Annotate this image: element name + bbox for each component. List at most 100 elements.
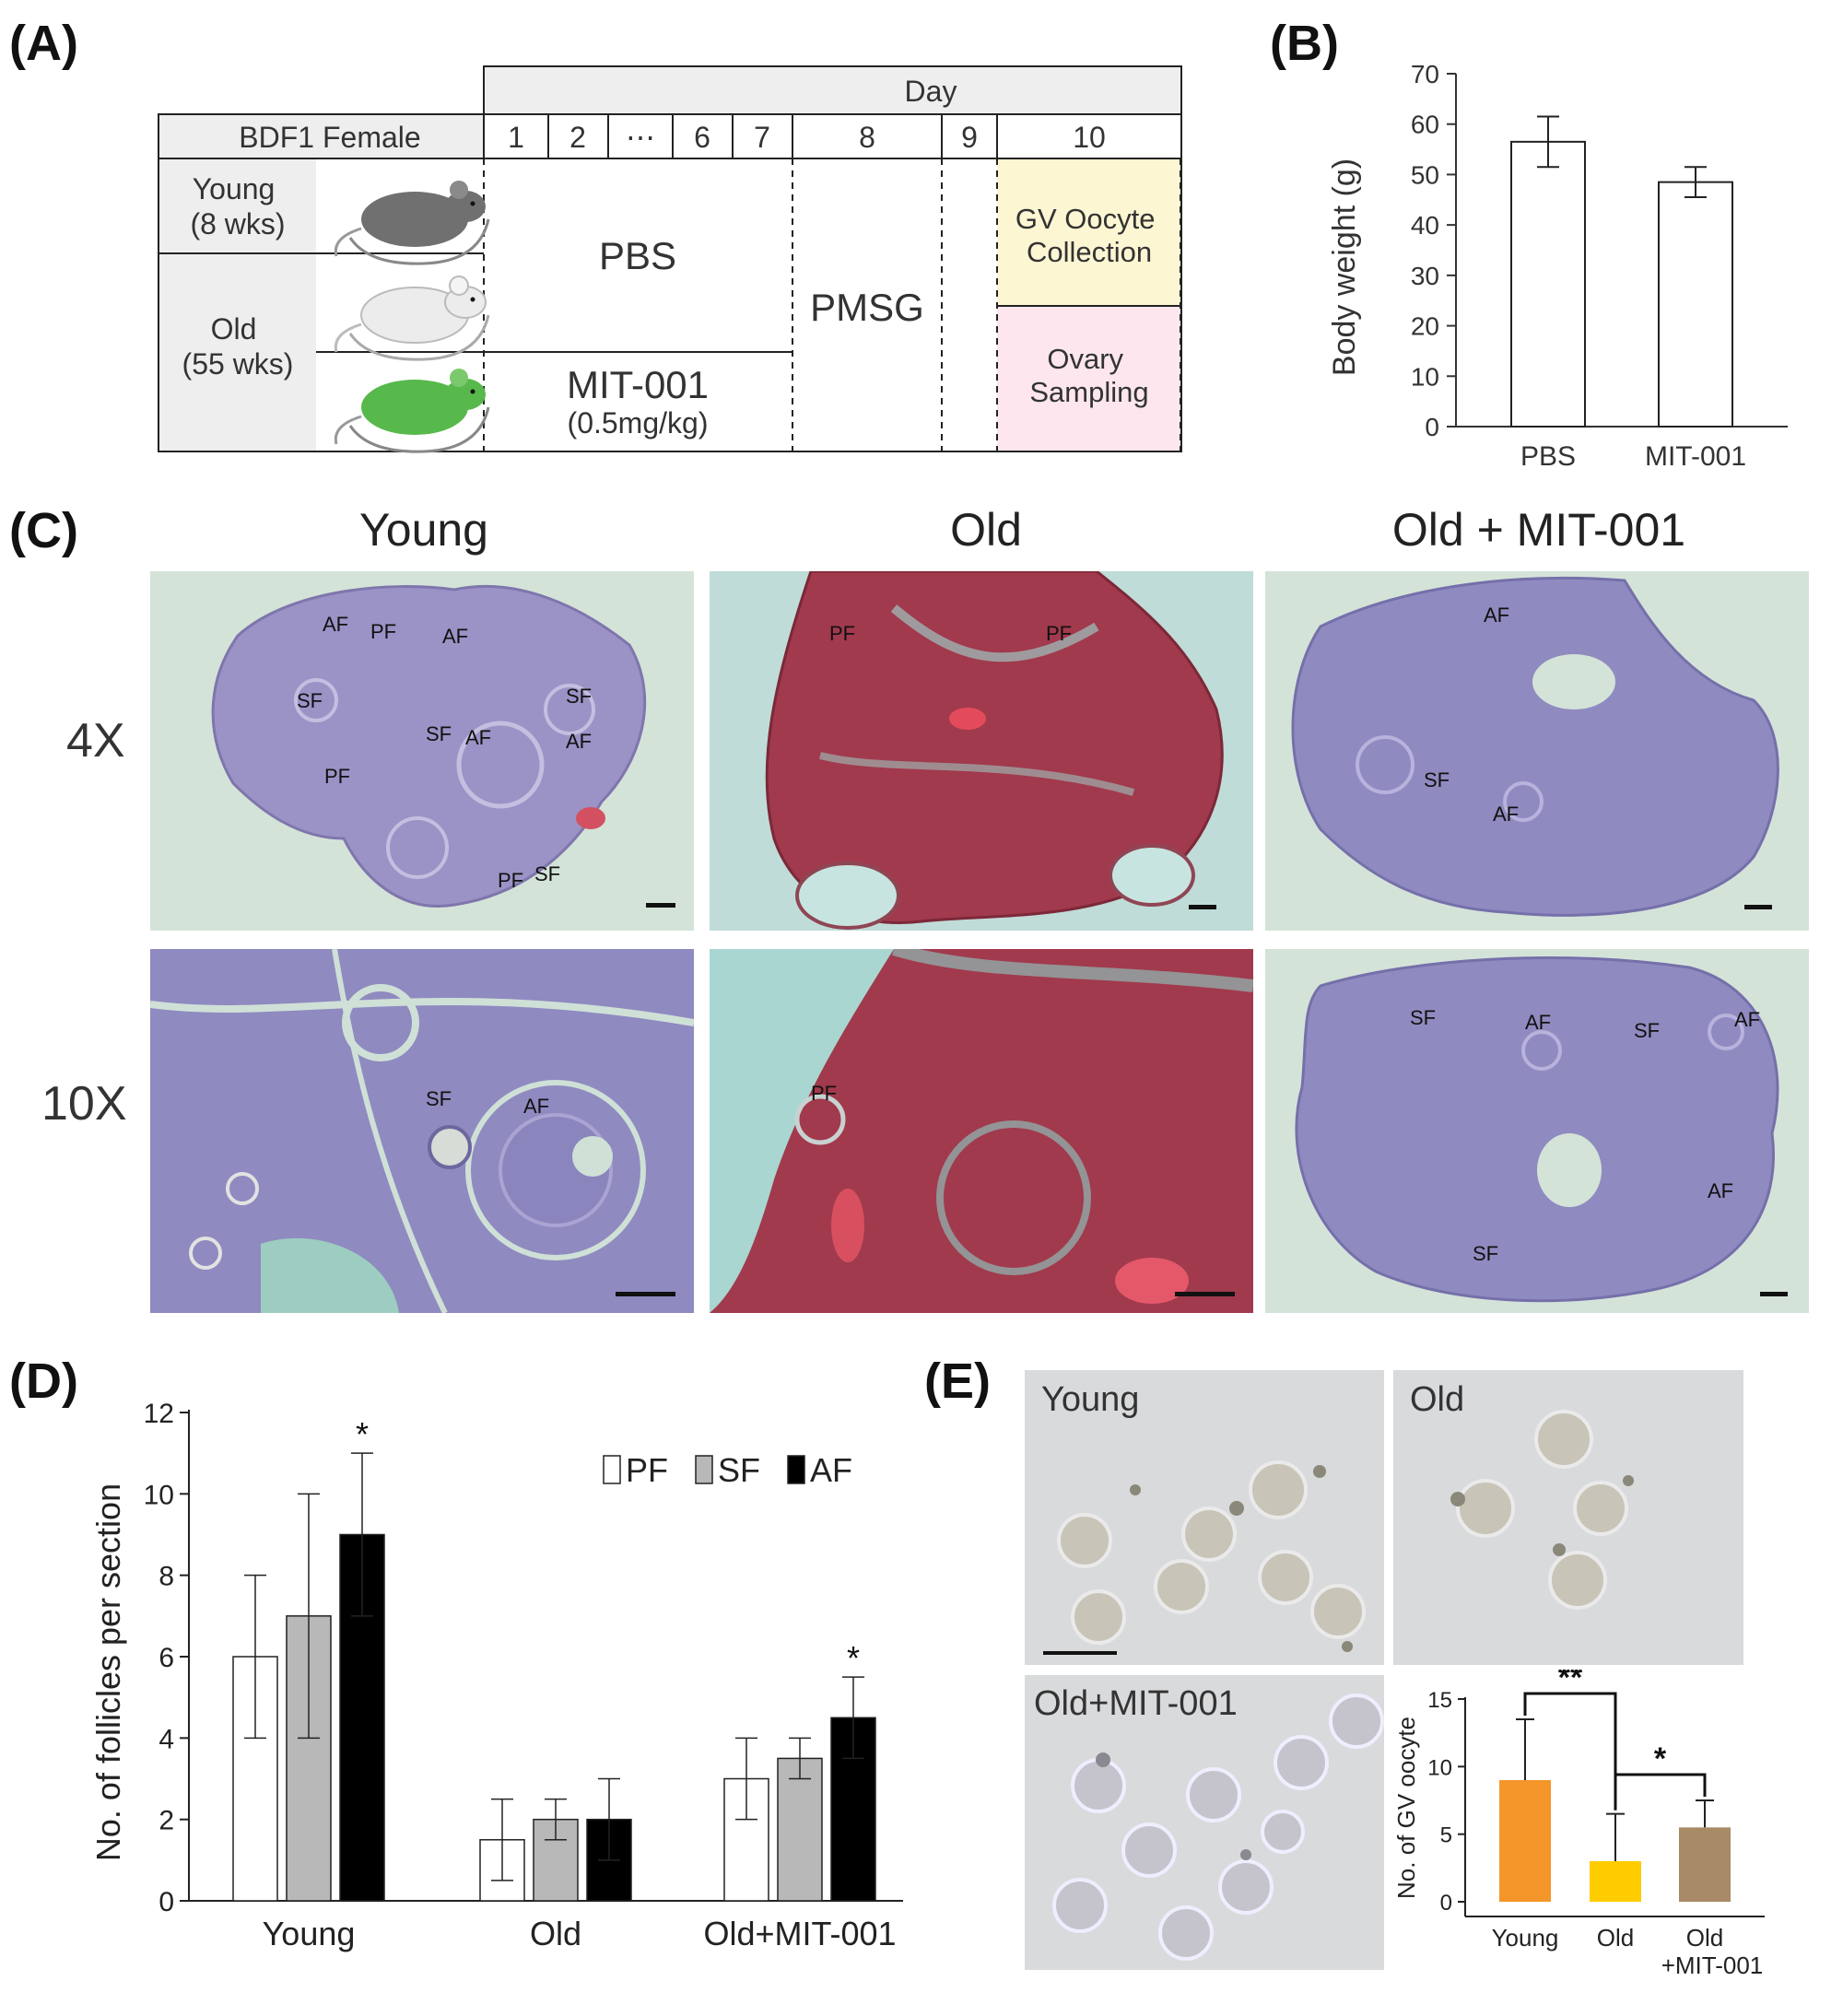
legend-label-af: AF bbox=[810, 1451, 852, 1489]
oocyte-micrograph bbox=[1052, 1694, 1384, 1961]
bar bbox=[1499, 1780, 1551, 1902]
follicle-label-af: AF bbox=[1734, 1008, 1761, 1031]
significance-mark: * bbox=[847, 1639, 860, 1677]
follicle-label-sf: SF bbox=[534, 862, 561, 885]
bar bbox=[1590, 1861, 1641, 1902]
gv-collection-box bbox=[997, 159, 1180, 305]
oocyte-micrograph bbox=[1450, 1410, 1634, 1610]
histology-old-4x bbox=[710, 571, 1253, 931]
y-tick-label: 60 bbox=[1411, 111, 1439, 139]
x-tick-label: Old+MIT-001 bbox=[703, 1915, 896, 1952]
histology-young-10x bbox=[150, 949, 694, 1313]
oocyte-title-old: Old bbox=[1410, 1380, 1465, 1419]
histology-column-old-mit: Old + MIT-001 bbox=[1391, 504, 1686, 556]
panel-label-a: (A) bbox=[9, 16, 78, 71]
gv-oocyte-ylabel: No. of GV oocyte bbox=[1392, 1717, 1420, 1899]
bar bbox=[1658, 181, 1733, 428]
follicles-chart: No. of follicles per section 0 2 4 6 8 10 12 *… bbox=[89, 1399, 903, 1952]
y-tick-label: 70 bbox=[1411, 60, 1439, 88]
ovary-section-image bbox=[150, 949, 694, 1313]
y-tick-label: 10 bbox=[1411, 362, 1439, 391]
ovary-sampling-label: Ovary Sampling bbox=[1029, 343, 1148, 408]
follicle-label-pf: PF bbox=[370, 620, 397, 643]
body-weight-ylabel: Body weight (g) bbox=[1327, 158, 1362, 376]
follicle-label-pf: PF bbox=[498, 869, 524, 892]
panel-label-e: (E) bbox=[924, 1354, 991, 1409]
follicle-label-sf: SF bbox=[1473, 1242, 1499, 1265]
bar bbox=[1679, 1827, 1731, 1902]
mouse-young-icon bbox=[334, 181, 490, 265]
follicle-label-af: AF bbox=[566, 730, 593, 753]
follicle-label-sf: SF bbox=[1410, 1006, 1437, 1029]
day-9: 9 bbox=[961, 121, 978, 154]
follicle-label-pf: PF bbox=[1046, 622, 1073, 645]
histology-mit-4x bbox=[1265, 571, 1809, 931]
mouse-mit-icon bbox=[334, 369, 490, 453]
day-10: 10 bbox=[1073, 121, 1106, 154]
significance-mark: * bbox=[1654, 1741, 1667, 1776]
panel-label-d: (D) bbox=[9, 1354, 78, 1409]
follicle-label-af: AF bbox=[323, 613, 349, 636]
dose-label: (0.5mg/kg) bbox=[568, 406, 709, 440]
y-tick-label: 6 bbox=[158, 1643, 174, 1673]
x-tick-label: +MIT-001 bbox=[1661, 1952, 1764, 1979]
follicle-label-af: AF bbox=[523, 1095, 550, 1118]
follicle-label-af: AF bbox=[465, 726, 492, 749]
y-tick-label: 0 bbox=[1425, 413, 1439, 441]
follicle-label-sf: SF bbox=[566, 685, 593, 708]
significance-bracket bbox=[1523, 1692, 1617, 1811]
x-tick-label: Old bbox=[1597, 1924, 1634, 1952]
mouse-old-icon bbox=[334, 275, 490, 361]
follicle-label-af: AF bbox=[1493, 803, 1520, 826]
ovary-sampling-box bbox=[997, 307, 1180, 451]
follicle-label-pf: PF bbox=[811, 1082, 838, 1105]
oocyte-image-young bbox=[1025, 1370, 1384, 1665]
histology-row-10x: 10X bbox=[41, 1077, 127, 1131]
significance-mark: * bbox=[356, 1415, 369, 1453]
x-tick-label: PBS bbox=[1520, 441, 1576, 472]
ovary-section-image bbox=[1295, 956, 1788, 1303]
x-tick-label: Old bbox=[530, 1915, 581, 1952]
follicle-label-af: AF bbox=[1708, 1179, 1734, 1202]
bar-sf bbox=[777, 1757, 823, 1902]
follicle-label-af: AF bbox=[442, 625, 469, 648]
y-tick-label: 20 bbox=[1411, 312, 1439, 341]
histology-column-old: Old bbox=[950, 504, 1022, 556]
day-6: 6 bbox=[694, 121, 710, 154]
old-label: Old (55 wks) bbox=[182, 312, 294, 381]
y-tick-label: 10 bbox=[1427, 1755, 1452, 1780]
follicle-label-sf: SF bbox=[426, 1087, 452, 1110]
y-tick-label: 8 bbox=[158, 1562, 174, 1592]
histology-young-4x bbox=[150, 571, 694, 931]
strain-label: BDF1 Female bbox=[239, 121, 420, 154]
day-ellipsis: ⋯ bbox=[626, 121, 655, 154]
legend-label-sf: SF bbox=[718, 1451, 760, 1489]
y-tick-label: 2 bbox=[158, 1806, 174, 1836]
histology-row-4x: 4X bbox=[66, 714, 125, 768]
follicle-label-sf: SF bbox=[1424, 768, 1450, 791]
y-tick-label: 50 bbox=[1411, 160, 1439, 189]
follicle-label-sf: SF bbox=[426, 722, 452, 745]
oocyte-title-young: Young bbox=[1041, 1380, 1140, 1419]
ovary-section-image bbox=[1291, 576, 1779, 917]
y-tick-label: 4 bbox=[158, 1724, 174, 1754]
pbs-label: PBS bbox=[599, 234, 676, 277]
follicle-label-af: AF bbox=[1484, 604, 1510, 627]
oocyte-image-old-mit bbox=[1025, 1675, 1384, 1970]
ovary-section-image bbox=[211, 585, 675, 908]
bar bbox=[1510, 140, 1586, 428]
y-tick-label: 15 bbox=[1427, 1688, 1452, 1713]
follicle-label-sf: SF bbox=[297, 689, 323, 712]
follicle-label-pf: PF bbox=[829, 622, 856, 645]
pmsg-label: PMSG bbox=[810, 286, 924, 329]
day-8: 8 bbox=[859, 121, 875, 154]
y-tick-label: 0 bbox=[158, 1887, 174, 1917]
panel-label-c: (C) bbox=[9, 503, 78, 558]
x-tick-label: MIT-001 bbox=[1645, 441, 1746, 472]
experimental-design-table: Day BDF1 Female 1 2 ⋯ 6 7 8 9 10 Young (… bbox=[158, 65, 1182, 453]
young-label: Young (8 wks) bbox=[190, 172, 285, 240]
legend-label-pf: PF bbox=[626, 1451, 668, 1489]
day-2: 2 bbox=[569, 121, 586, 154]
oocyte-micrograph bbox=[1043, 1460, 1366, 1655]
histology-old-10x bbox=[710, 949, 1253, 1313]
